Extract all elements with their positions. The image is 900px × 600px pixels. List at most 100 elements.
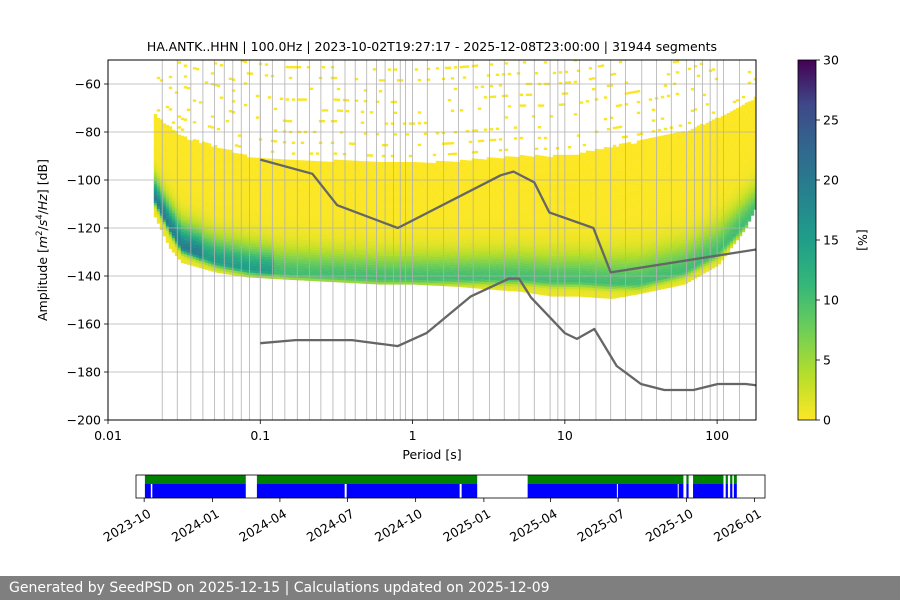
heatmap-cell <box>228 185 233 189</box>
heatmap-cell <box>228 269 233 273</box>
heatmap-cell <box>225 255 230 258</box>
heatmap-cell <box>429 194 434 197</box>
heatmap-cell <box>354 261 359 265</box>
heatmap-cell <box>204 192 209 196</box>
heatmap-cell <box>300 222 305 226</box>
heatmap-cell <box>342 268 347 271</box>
heatmap-cell <box>420 169 425 173</box>
heatmap-cell <box>369 202 374 205</box>
heatmap-cell <box>225 235 230 239</box>
heatmap-cell <box>237 230 242 233</box>
heatmap-cell <box>207 234 212 238</box>
heatmap-cell <box>369 207 374 210</box>
heatmap-cell <box>336 267 341 271</box>
heatmap-cell <box>276 223 281 227</box>
heatmap-cell <box>321 243 326 246</box>
heatmap-cell <box>252 258 257 261</box>
heatmap-cell <box>411 243 416 247</box>
heatmap-cell <box>204 224 209 227</box>
heatmap-cell <box>378 265 383 268</box>
heatmap-cell <box>363 178 368 181</box>
heatmap-cell <box>426 249 431 252</box>
heatmap-cell <box>162 149 167 153</box>
heatmap-cell <box>207 179 212 182</box>
heatmap-cell <box>309 261 314 265</box>
heatmap-cell <box>276 255 281 258</box>
heatmap-cell <box>174 241 179 245</box>
heatmap-cell <box>291 277 296 280</box>
heatmap-cell <box>348 189 353 192</box>
heatmap-cell <box>198 256 203 259</box>
heatmap-cell <box>333 253 338 256</box>
heatmap-cell <box>360 201 365 205</box>
heatmap-cell <box>366 185 371 188</box>
heatmap-cell <box>396 174 401 177</box>
heatmap-cell <box>297 222 302 226</box>
heatmap-cell <box>399 267 404 271</box>
heatmap-cell <box>249 234 254 237</box>
heatmap-outlier-cell <box>321 66 326 69</box>
heatmap-cell <box>288 190 293 194</box>
heatmap-cell <box>348 167 353 171</box>
heatmap-cell <box>201 187 206 190</box>
heatmap-cell <box>249 171 254 175</box>
heatmap-cell <box>264 215 269 219</box>
heatmap-cell <box>192 256 197 260</box>
heatmap-cell <box>357 216 362 219</box>
heatmap-cell <box>417 205 422 209</box>
heatmap-cell <box>186 175 191 179</box>
heatmap-cell <box>213 207 218 210</box>
heatmap-cell <box>186 149 191 152</box>
heatmap-cell <box>363 192 368 195</box>
heatmap-cell <box>327 279 332 282</box>
heatmap-cell <box>267 206 272 210</box>
heatmap-cell <box>225 243 230 246</box>
heatmap-cell <box>420 205 425 209</box>
heatmap-cell <box>342 236 347 240</box>
heatmap-cell <box>183 232 188 236</box>
heatmap-cell <box>408 186 413 189</box>
heatmap-cell <box>303 230 308 233</box>
heatmap-cell <box>252 181 257 185</box>
heatmap-cell <box>195 257 200 261</box>
heatmap-cell <box>345 179 350 183</box>
heatmap-cell <box>183 172 188 176</box>
heatmap-cell <box>330 248 335 251</box>
heatmap-cell <box>276 183 281 186</box>
heatmap-cell <box>384 169 389 172</box>
heatmap-cell <box>363 182 368 186</box>
heatmap-cell <box>159 155 164 159</box>
heatmap-cell <box>378 229 383 232</box>
heatmap-cell <box>342 186 347 190</box>
heatmap-cell <box>435 177 440 181</box>
heatmap-cell <box>363 235 368 239</box>
heatmap-cell <box>285 229 290 232</box>
heatmap-cell <box>333 255 338 259</box>
heatmap-cell <box>204 161 209 165</box>
heatmap-cell <box>390 176 395 179</box>
heatmap-cell <box>294 188 299 192</box>
heatmap-cell <box>393 212 398 215</box>
heatmap-cell <box>435 237 440 241</box>
heatmap-cell <box>255 261 260 264</box>
heatmap-cell <box>273 274 278 277</box>
heatmap-cell <box>369 171 374 174</box>
heatmap-cell <box>291 195 296 199</box>
heatmap-cell <box>291 164 296 168</box>
heatmap-cell <box>261 186 266 190</box>
heatmap-cell <box>177 228 182 231</box>
heatmap-cell <box>396 260 401 263</box>
heatmap-cell <box>297 167 302 170</box>
heatmap-cell <box>237 259 242 262</box>
heatmap-cell <box>243 164 248 167</box>
heatmap-cell <box>342 172 347 175</box>
heatmap-cell <box>231 224 236 228</box>
heatmap-cell <box>216 234 221 237</box>
heatmap-outlier-cell <box>348 142 353 145</box>
heatmap-cell <box>300 205 305 209</box>
heatmap-cell <box>306 230 311 233</box>
heatmap-cell <box>234 246 239 250</box>
heatmap-cell <box>351 278 356 281</box>
heatmap-cell <box>381 195 386 199</box>
heatmap-cell <box>210 216 215 219</box>
